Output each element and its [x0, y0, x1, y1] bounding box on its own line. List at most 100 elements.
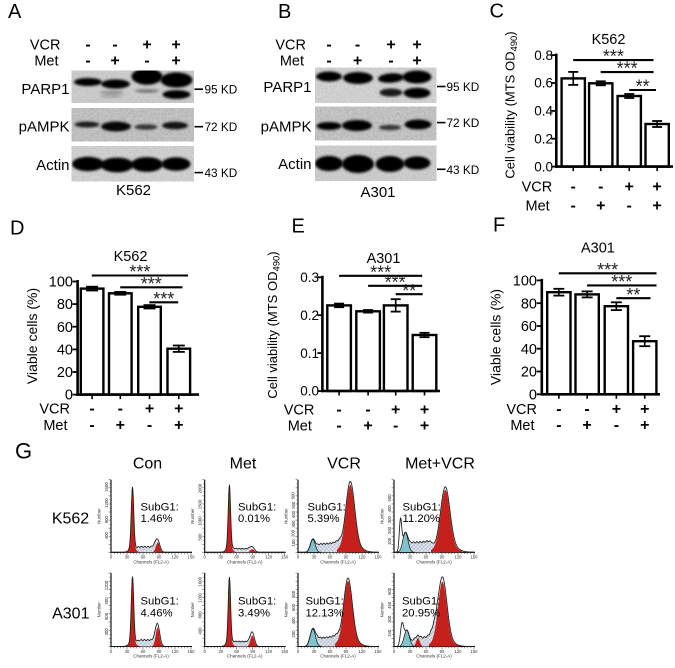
svg-text:D: D — [10, 218, 24, 240]
svg-text:-: - — [584, 401, 589, 418]
svg-text:A: A — [8, 1, 22, 23]
svg-text:20: 20 — [57, 365, 73, 381]
svg-text:90: 90 — [157, 649, 162, 654]
svg-text:30: 30 — [218, 649, 223, 654]
svg-text:**: ** — [626, 285, 640, 305]
svg-text:3.49%: 3.49% — [238, 608, 270, 620]
svg-text:600: 600 — [387, 587, 392, 595]
svg-text:-: - — [393, 418, 398, 435]
svg-text:150: 150 — [387, 629, 392, 637]
svg-text:1200: 1200 — [104, 498, 109, 508]
svg-text:-: - — [614, 417, 619, 434]
svg-text:300: 300 — [387, 615, 392, 623]
svg-text:400: 400 — [387, 505, 392, 513]
svg-text:0.3: 0.3 — [300, 270, 319, 285]
svg-text:150: 150 — [375, 649, 383, 654]
svg-text:+: + — [412, 37, 421, 54]
svg-text:43 KD: 43 KD — [205, 166, 238, 180]
svg-text:+: + — [171, 37, 180, 54]
svg-text:100: 100 — [387, 537, 392, 545]
svg-text:***: *** — [153, 289, 174, 309]
svg-text:30: 30 — [312, 555, 317, 560]
svg-text:SubG1:: SubG1: — [141, 502, 179, 514]
svg-text:Viable cells (%): Viable cells (%) — [488, 289, 504, 385]
svg-text:Number: Number — [284, 602, 289, 618]
svg-text:-: - — [85, 53, 90, 70]
svg-text:+: + — [171, 53, 180, 70]
svg-text:+: + — [363, 418, 372, 435]
svg-text:+: + — [110, 53, 119, 70]
svg-text:-: - — [118, 400, 123, 417]
svg-text:Number: Number — [380, 602, 385, 618]
svg-text:-: - — [326, 37, 331, 54]
svg-text:A301: A301 — [52, 606, 89, 623]
svg-text:Met: Met — [230, 456, 257, 473]
svg-text:150: 150 — [188, 555, 196, 560]
svg-text:60: 60 — [521, 319, 537, 335]
svg-text:Number: Number — [96, 508, 101, 524]
svg-text:90: 90 — [157, 555, 162, 560]
svg-text:0.8: 0.8 — [534, 48, 553, 63]
svg-text:-: - — [89, 400, 94, 417]
svg-text:90: 90 — [440, 649, 445, 654]
svg-text:4.46%: 4.46% — [141, 608, 173, 620]
svg-text:300: 300 — [291, 520, 296, 528]
svg-text:+: + — [420, 401, 429, 418]
svg-text:450: 450 — [387, 601, 392, 609]
svg-text:Met: Met — [43, 418, 67, 434]
svg-text:SubG1:: SubG1: — [308, 502, 346, 514]
svg-text:900: 900 — [104, 597, 109, 605]
svg-text:Channels (FL2-A): Channels (FL2-A) — [227, 560, 263, 565]
svg-text:150: 150 — [471, 555, 479, 560]
svg-text:120: 120 — [359, 649, 367, 654]
svg-text:60: 60 — [234, 555, 239, 560]
svg-text:120: 120 — [359, 555, 367, 560]
svg-text:200: 200 — [291, 630, 296, 638]
svg-text:K562: K562 — [116, 182, 151, 199]
svg-text:A301: A301 — [360, 184, 395, 201]
svg-text:90: 90 — [440, 555, 445, 560]
svg-text:-: - — [388, 53, 393, 70]
svg-text:-: - — [556, 401, 561, 418]
svg-text:90: 90 — [250, 649, 255, 654]
svg-text:Con: Con — [133, 456, 162, 473]
svg-text:Channels (FL2-A): Channels (FL2-A) — [416, 560, 452, 565]
svg-text:300: 300 — [104, 628, 109, 636]
svg-text:***: *** — [370, 262, 391, 282]
svg-text:800: 800 — [104, 515, 109, 523]
svg-text:Channels (FL2-A): Channels (FL2-A) — [320, 654, 356, 659]
svg-text:PARP1: PARP1 — [21, 81, 69, 98]
svg-text:60: 60 — [57, 320, 73, 336]
svg-text:0.0: 0.0 — [300, 384, 319, 399]
svg-text:Met: Met — [280, 54, 304, 70]
svg-text:0: 0 — [204, 649, 207, 654]
svg-text:43 KD: 43 KD — [447, 163, 480, 177]
svg-text:100: 100 — [291, 539, 296, 547]
svg-text:20: 20 — [521, 365, 537, 381]
svg-text:-: - — [326, 53, 331, 70]
svg-text:C: C — [490, 1, 504, 23]
svg-text:Met: Met — [288, 419, 312, 435]
svg-text:0: 0 — [110, 649, 113, 654]
svg-text:-: - — [336, 401, 341, 418]
svg-text:60: 60 — [328, 649, 333, 654]
svg-text:200: 200 — [387, 526, 392, 534]
svg-text:+: + — [582, 417, 591, 434]
svg-text:***: *** — [385, 272, 406, 292]
svg-text:72 KD: 72 KD — [205, 120, 238, 134]
svg-text:500: 500 — [198, 533, 203, 541]
svg-text:-: - — [112, 37, 117, 54]
svg-text:E: E — [292, 216, 305, 238]
svg-text:***: *** — [141, 274, 162, 294]
svg-text:Met: Met — [510, 418, 534, 434]
svg-text:400: 400 — [198, 627, 203, 635]
svg-text:600: 600 — [291, 492, 296, 500]
svg-text:500: 500 — [291, 501, 296, 509]
svg-text:+: + — [353, 53, 362, 70]
svg-text:-: - — [147, 417, 152, 434]
svg-text:-: - — [556, 417, 561, 434]
svg-text:30: 30 — [125, 649, 130, 654]
svg-text:0.0: 0.0 — [534, 159, 553, 174]
svg-text:VCR: VCR — [30, 38, 61, 54]
svg-text:72 KD: 72 KD — [447, 116, 480, 130]
